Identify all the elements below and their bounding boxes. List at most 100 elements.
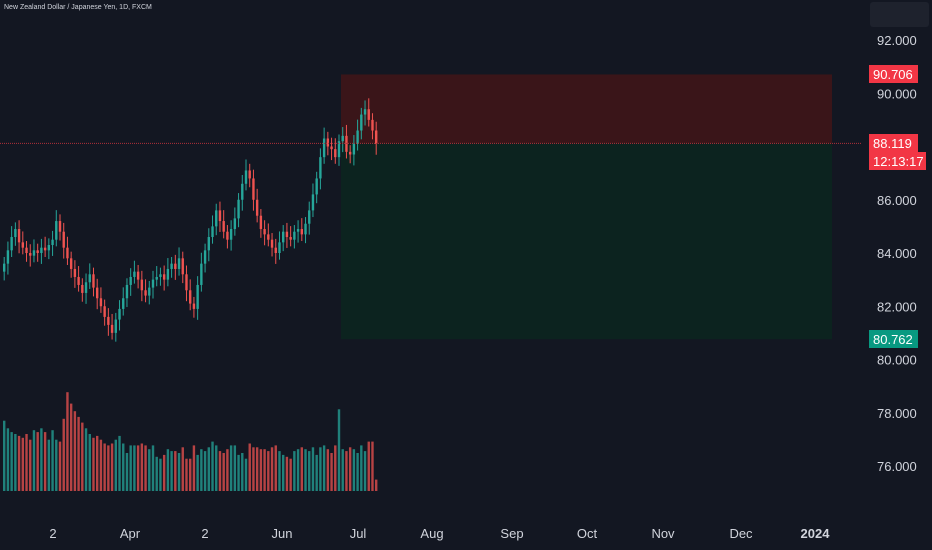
volume-bar — [211, 441, 214, 491]
volume-bar — [110, 443, 114, 491]
volume-bar — [77, 416, 80, 491]
candle — [371, 113, 374, 140]
volume-bar — [62, 418, 65, 491]
candle-body — [311, 194, 315, 211]
candle-body — [174, 263, 177, 269]
top-right-button[interactable] — [870, 2, 929, 27]
volume-bar — [215, 445, 218, 491]
candle-body — [69, 258, 73, 269]
volume-bar — [84, 428, 88, 491]
candle-body — [110, 324, 114, 333]
candle — [110, 313, 114, 340]
candle — [244, 159, 248, 191]
candle-body — [315, 178, 318, 195]
candle — [363, 100, 367, 126]
candle — [375, 121, 378, 155]
candle — [47, 238, 51, 260]
time-tick-label: Oct — [577, 526, 598, 541]
candle-body — [330, 146, 333, 150]
time-tick-label: Jul — [350, 526, 367, 541]
candle — [270, 233, 274, 257]
stop-loss-zone — [341, 74, 832, 144]
candle — [293, 225, 296, 249]
candle-body — [255, 199, 259, 216]
price-tick-label: 82.000 — [877, 299, 917, 314]
volume-bar — [32, 430, 36, 491]
volume-bar — [293, 451, 296, 491]
volume-bar — [330, 453, 333, 491]
candle-body — [345, 135, 348, 152]
time-tick-label: Dec — [729, 526, 753, 541]
candle-body — [196, 284, 199, 309]
volume-bar — [300, 447, 303, 491]
candle-body — [107, 316, 110, 325]
candle-body — [278, 242, 281, 253]
candle — [330, 137, 333, 161]
candle — [103, 299, 106, 326]
candle-body — [267, 234, 270, 240]
candle — [233, 207, 237, 236]
candle-body — [55, 221, 58, 240]
candle — [289, 226, 292, 247]
candle-body — [177, 258, 181, 269]
price-tick-label: 92.000 — [877, 33, 917, 48]
candle — [84, 273, 88, 304]
current-price-label: 88.119 — [869, 134, 918, 153]
candle — [337, 134, 341, 166]
candle — [300, 218, 303, 242]
candle — [88, 263, 91, 289]
candle-body — [348, 151, 352, 155]
volume-bar — [259, 449, 263, 491]
candle — [345, 124, 348, 159]
price-axis[interactable]: 92.000 90.000 86.000 84.000 82.000 80.000 78.0… — [877, 33, 917, 474]
volume-bar — [29, 439, 32, 491]
volume-bar — [282, 454, 285, 491]
candle — [73, 260, 77, 288]
volume-bar — [274, 445, 277, 491]
time-axis[interactable]: 2 Apr 2 Jun Jul Aug Sep Oct Nov Dec 2024 — [49, 526, 830, 541]
candle-body — [88, 274, 91, 283]
candle-body — [103, 306, 106, 317]
volume-bar — [196, 454, 199, 491]
volume-bar — [81, 422, 84, 491]
target-price-label: 80.762 — [869, 330, 918, 349]
candle-body — [207, 237, 210, 251]
volume-bar — [129, 445, 132, 491]
candle-body — [62, 231, 65, 248]
candle-body — [233, 218, 237, 230]
position-zones — [341, 74, 832, 340]
volume-bar — [270, 447, 274, 491]
candlestick-series — [3, 98, 378, 342]
candle — [215, 203, 218, 236]
candle-body — [270, 239, 274, 248]
volume-bar — [177, 453, 181, 491]
candle — [66, 236, 69, 265]
candle — [252, 169, 255, 211]
candle-body — [14, 229, 17, 238]
volume-bar — [308, 451, 311, 491]
candle-body — [360, 114, 363, 131]
volume-bar — [337, 409, 341, 491]
candle-body — [252, 178, 255, 200]
volume-bar — [248, 443, 251, 491]
volume-bar — [375, 479, 378, 491]
candle — [170, 256, 173, 278]
candle-body — [77, 276, 80, 285]
candle-body — [125, 284, 129, 299]
candle-body — [289, 237, 292, 240]
volume-bar — [40, 428, 43, 491]
volume-bar — [218, 451, 222, 491]
candle — [211, 215, 214, 244]
candle — [148, 280, 151, 305]
volume-bar — [285, 456, 289, 491]
volume-bar — [114, 439, 117, 491]
candle — [356, 119, 359, 151]
candle — [140, 270, 144, 302]
candle-body — [304, 223, 307, 235]
candle — [21, 231, 24, 255]
candle-body — [159, 274, 162, 277]
price-tick-label: 84.000 — [877, 246, 917, 261]
candle — [334, 138, 337, 164]
candle-body — [244, 170, 248, 184]
